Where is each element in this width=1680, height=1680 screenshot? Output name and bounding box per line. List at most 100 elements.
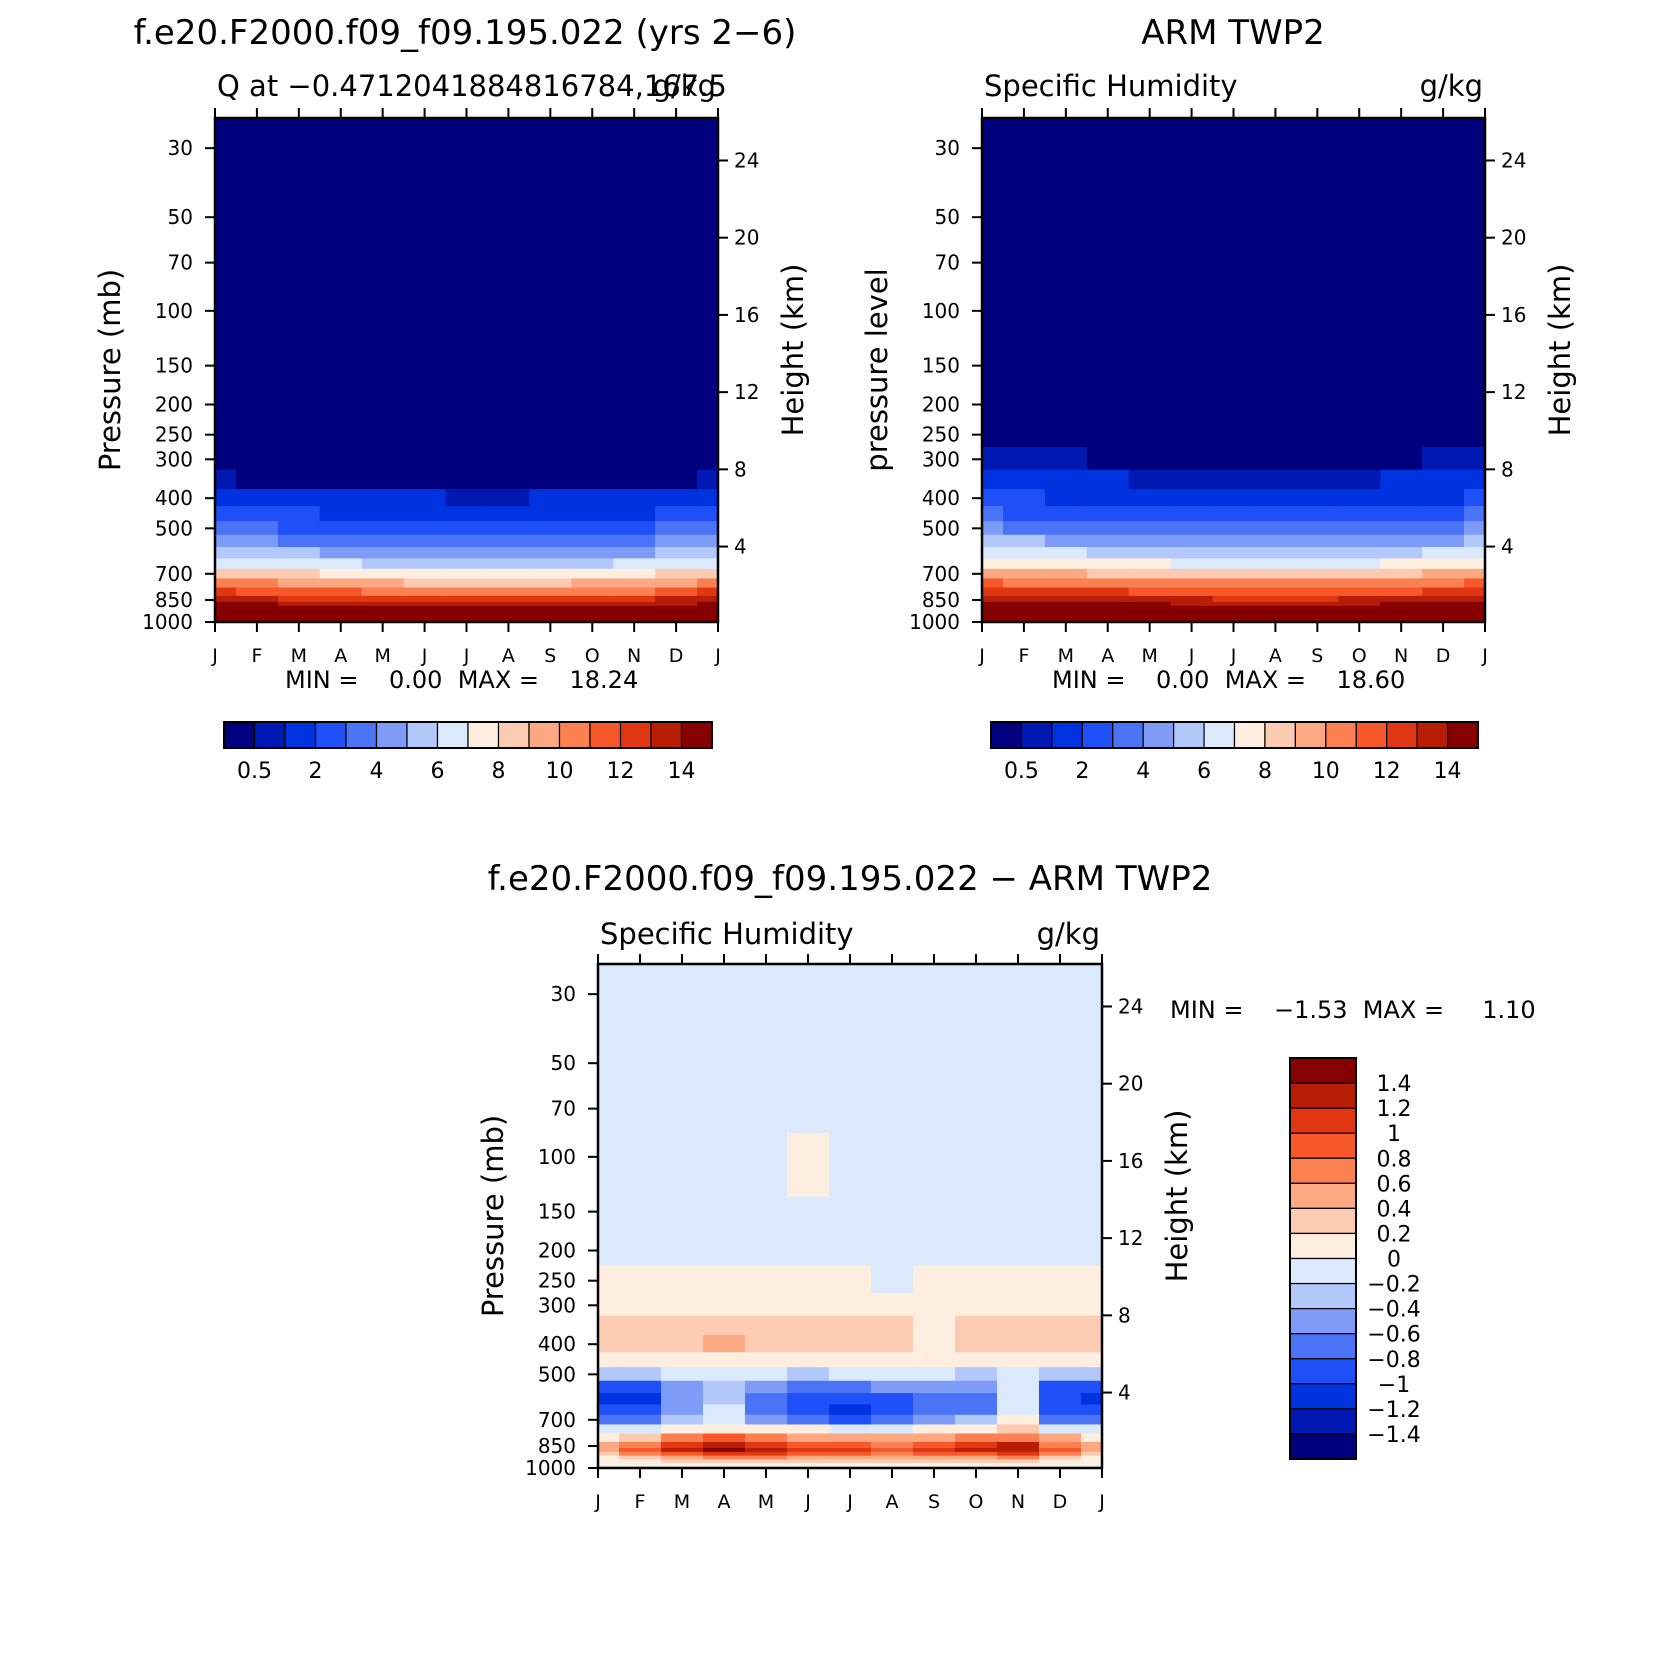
data-cell: [277, 534, 321, 548]
data-cell: [361, 489, 405, 507]
data-cell: [1338, 609, 1381, 614]
data-cell: [982, 338, 1004, 386]
data-cell: [913, 1169, 956, 1198]
data-cell: [235, 506, 279, 522]
colorbar-swatch: [1446, 721, 1479, 749]
data-cell: [403, 506, 447, 522]
data-cell: [1296, 605, 1339, 611]
data-cell: [319, 534, 363, 548]
data-cell: [1044, 506, 1088, 522]
y-tick-label: 250: [922, 423, 960, 447]
y-tick-right-label: 24: [1118, 994, 1143, 1018]
data-cell: [703, 1367, 746, 1382]
data-cell: [613, 286, 656, 339]
data-cell: [697, 133, 719, 184]
data-cell: [529, 182, 572, 241]
data-cell: [1212, 605, 1256, 611]
data-cell: [913, 1404, 956, 1416]
data-cell: [1212, 521, 1256, 536]
data-cell: [1002, 469, 1046, 490]
data-cell: [1170, 385, 1214, 421]
data-cell: [1380, 469, 1423, 490]
data-cell: [361, 506, 405, 522]
data-cell: [697, 568, 719, 580]
data-cell: [1128, 239, 1172, 288]
data-cell: [1170, 286, 1214, 339]
y-tick-label: 700: [922, 562, 960, 586]
data-cell: [1170, 601, 1214, 607]
data-cell: [1254, 506, 1297, 522]
data-cell: [655, 609, 698, 614]
data-cell: [1081, 1028, 1103, 1087]
colorbar-swatch: [990, 721, 1023, 749]
data-cell: [403, 587, 447, 597]
data-cell: [277, 601, 321, 607]
data-cell: [661, 964, 704, 980]
x-tick-label: D: [1436, 645, 1451, 667]
data-cell: [703, 1169, 746, 1198]
data-cell: [1464, 385, 1486, 421]
data-cell: [598, 1404, 620, 1416]
data-cell: [997, 1292, 1040, 1317]
data-cell: [703, 1424, 746, 1435]
data-cell: [997, 1414, 1040, 1426]
data-cell: [619, 1433, 662, 1443]
x-tick-label: S: [1311, 645, 1323, 667]
data-cell: [955, 1380, 998, 1394]
data-cell: [277, 182, 321, 241]
data-cell: [1086, 595, 1130, 603]
data-cell: [1039, 1393, 1082, 1405]
data-cell: [1296, 182, 1339, 241]
colorbar-swatch: [1416, 721, 1449, 749]
colorbar-swatch: [375, 721, 408, 749]
data-cell: [487, 446, 530, 471]
data-cell: [571, 182, 614, 241]
colorbar-label: 1.4: [1377, 1072, 1412, 1097]
y-tick-label: 700: [155, 562, 193, 586]
data-cell: [1128, 547, 1172, 559]
data-cell: [215, 286, 237, 339]
x-tick-label: A: [886, 1491, 899, 1513]
data-cell: [1422, 601, 1465, 607]
data-cell: [445, 489, 489, 507]
data-cell: [1039, 1169, 1082, 1198]
data-cell: [1086, 506, 1130, 522]
data-cell: [1044, 558, 1088, 570]
data-cell: [487, 506, 530, 522]
data-cell: [1044, 469, 1088, 490]
data-cell: [1212, 587, 1256, 597]
data-cell: [215, 547, 237, 559]
chart-panel-3: f.e20.F2000.f09_f09.195.022 − ARM TWP2 Sp…: [476, 859, 1536, 1513]
data-cell: [913, 1292, 956, 1317]
data-cell: [697, 521, 719, 536]
data-cell: [1128, 595, 1172, 603]
data-cell: [997, 1424, 1040, 1435]
data-cell: [598, 1028, 620, 1087]
data-cell: [571, 613, 614, 618]
data-cell: [571, 534, 614, 548]
y-tick-right-label: 8: [1118, 1303, 1131, 1327]
x-tick-label: O: [585, 645, 600, 667]
data-cell: [1254, 446, 1297, 471]
data-cell: [1086, 286, 1130, 339]
data-cell: [487, 385, 530, 421]
data-cell: [445, 578, 489, 589]
data-cell: [1170, 118, 1214, 134]
data-cell: [215, 609, 237, 614]
data-cell: [1128, 182, 1172, 241]
data-cell: [1422, 506, 1465, 522]
data-cell: [661, 1335, 704, 1353]
data-cell: [598, 1459, 620, 1464]
data-cell: [1296, 568, 1339, 580]
colorbar-swatch: [1289, 1157, 1357, 1184]
data-cell: [277, 133, 321, 184]
colorbar-label: −0.4: [1367, 1298, 1420, 1323]
data-cell: [235, 446, 279, 471]
data-cell: [235, 558, 279, 570]
data-cell: [361, 595, 405, 603]
data-cell: [997, 1352, 1040, 1368]
data-cell: [1254, 239, 1297, 288]
data-cell: [1254, 609, 1297, 614]
data-cell: [487, 133, 530, 184]
data-cell: [745, 1462, 788, 1467]
